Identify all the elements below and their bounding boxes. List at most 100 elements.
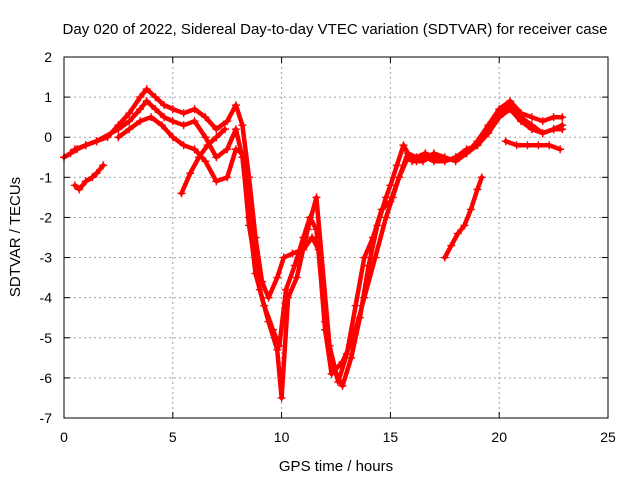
data-point: [125, 117, 134, 126]
data-point: [223, 145, 232, 154]
data-point: [460, 221, 469, 230]
data-point: [201, 157, 210, 166]
data-point: [160, 113, 169, 122]
series-trace: [179, 126, 228, 196]
data-point: [81, 177, 90, 186]
data-point: [231, 101, 240, 110]
data-point: [523, 141, 532, 150]
data-point: [516, 117, 525, 126]
data-point: [244, 221, 253, 230]
y-tick-label: -7: [40, 410, 53, 426]
data-point: [334, 377, 343, 386]
data-point: [125, 109, 134, 118]
y-tick-label: -6: [40, 370, 53, 386]
data-point: [347, 353, 356, 362]
plot-area-border: [63, 56, 609, 419]
data-point: [412, 157, 421, 166]
data-points: [60, 85, 567, 402]
data-point: [70, 181, 79, 190]
data-point: [279, 253, 288, 262]
data-point: [136, 117, 145, 126]
data-point: [556, 145, 565, 154]
data-point: [364, 261, 373, 270]
data-point: [338, 381, 347, 390]
data-point: [527, 113, 536, 122]
data-point: [212, 153, 221, 162]
data-point: [168, 133, 177, 142]
data-point: [360, 253, 369, 262]
series-6: [440, 173, 486, 262]
y-tick-label: 2: [44, 49, 52, 65]
data-point: [382, 193, 391, 202]
data-point: [288, 249, 297, 258]
data-point: [558, 121, 567, 130]
data-point: [179, 109, 188, 118]
data-point: [75, 185, 84, 194]
data-point: [168, 105, 177, 114]
data-point: [453, 229, 462, 238]
data-point: [377, 205, 386, 214]
data-point: [466, 205, 475, 214]
data-point: [395, 173, 404, 182]
data-point: [355, 313, 364, 322]
data-point: [392, 161, 401, 170]
data-point: [125, 125, 134, 134]
data-point: [179, 141, 188, 150]
data-point: [190, 105, 199, 114]
data-point: [179, 121, 188, 130]
data-point: [201, 133, 210, 142]
data-point: [484, 129, 493, 138]
data-point: [351, 301, 360, 310]
data-point: [81, 141, 90, 150]
y-tick-label: 0: [44, 129, 52, 145]
data-point: [549, 125, 558, 134]
series-7: [501, 137, 565, 154]
data-point: [368, 233, 377, 242]
data-point: [473, 185, 482, 194]
data-point: [506, 105, 515, 114]
data-point: [186, 169, 195, 178]
data-point: [451, 153, 460, 162]
y-tick-label: -2: [40, 209, 53, 225]
data-point: [142, 85, 151, 94]
data-point: [440, 253, 449, 262]
series-4: [70, 161, 108, 194]
data-point: [92, 169, 101, 178]
y-tick-label: -5: [40, 330, 53, 346]
data-point: [114, 125, 123, 134]
x-tick-label: 25: [600, 429, 616, 445]
data-point: [429, 157, 438, 166]
data-point: [421, 153, 430, 162]
data-point: [201, 113, 210, 122]
data-point: [292, 273, 301, 282]
data-point: [495, 113, 504, 122]
data-point: [99, 161, 108, 170]
data-point: [462, 145, 471, 154]
data-point: [231, 125, 240, 134]
data-point: [538, 129, 547, 138]
data-point: [223, 117, 232, 126]
data-point: [203, 141, 212, 150]
data-point: [527, 125, 536, 134]
data-point: [151, 93, 160, 102]
chart-title: Day 020 of 2022, Sidereal Day-to-day VTE…: [63, 21, 608, 38]
data-point: [558, 113, 567, 122]
y-tick-label: -4: [40, 290, 53, 306]
x-tick-label: 15: [383, 429, 399, 445]
data-point: [473, 141, 482, 150]
data-point: [160, 101, 169, 110]
data-point: [281, 285, 290, 294]
data-point: [88, 173, 97, 182]
data-point: [440, 157, 449, 166]
data-point: [264, 317, 273, 326]
data-point: [238, 121, 247, 130]
y-tick-label: -3: [40, 250, 53, 266]
data-point: [194, 153, 203, 162]
x-tick-label: 5: [169, 429, 177, 445]
data-point: [447, 241, 456, 250]
data-point: [212, 133, 221, 142]
data-point: [386, 181, 395, 190]
x-axis-label: GPS time / hours: [279, 458, 393, 475]
